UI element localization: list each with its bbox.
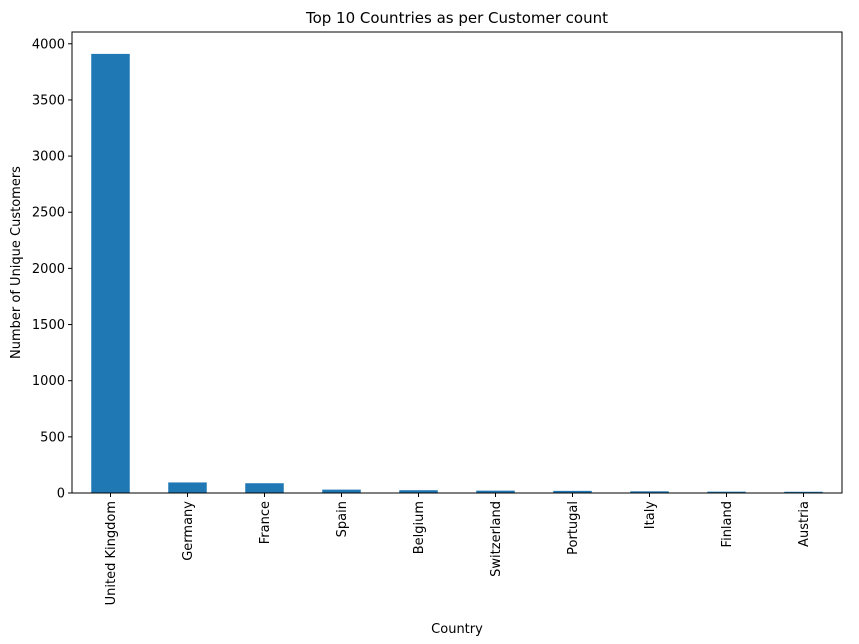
y-tick-label: 3500 [32, 93, 65, 108]
y-axis: 0 500 1000 1500 2000 2500 3000 3500 4000 [32, 37, 72, 502]
x-tick-label: United Kingdom [104, 501, 119, 605]
x-tick-label: Italy [643, 501, 658, 530]
bar-united-kingdom [91, 53, 130, 494]
plot-frame [71, 31, 843, 494]
x-tick-label: Spain [335, 501, 350, 537]
bar-switzerland [476, 490, 515, 493]
bar-italy [630, 491, 669, 493]
y-tick-label: 500 [40, 430, 65, 445]
bar-spain [322, 489, 361, 493]
x-tick-label: Belgium [412, 501, 427, 554]
x-tick-label: France [258, 501, 273, 544]
y-tick-label: 0 [57, 487, 65, 502]
y-tick-label: 4000 [32, 37, 65, 52]
y-tick-label: 3000 [32, 150, 65, 165]
bar-finland [707, 491, 746, 493]
x-tick-label: Switzerland [489, 501, 504, 577]
y-tick-label: 1500 [32, 318, 65, 333]
x-axis: United Kingdom Germany France Spain Belgium S… [104, 493, 812, 605]
bar-austria [784, 491, 823, 493]
x-axis-title: Country [431, 622, 483, 637]
y-tick-label: 1000 [32, 374, 65, 389]
x-tick-label: Austria [797, 501, 812, 547]
bar-france [245, 483, 284, 493]
y-axis-title: Number of Unique Customers [9, 166, 24, 359]
bars-group [91, 53, 823, 494]
x-tick-label: Germany [181, 501, 196, 561]
x-tick-label: Finland [720, 501, 735, 547]
y-tick-label: 2500 [32, 206, 65, 221]
bar-portugal [553, 490, 592, 493]
bar-belgium [399, 490, 438, 493]
y-tick-label: 2000 [32, 262, 65, 277]
bar-germany [168, 482, 207, 493]
x-tick-label: Portugal [566, 501, 581, 555]
chart-title: Top 10 Countries as per Customer count [305, 9, 608, 27]
